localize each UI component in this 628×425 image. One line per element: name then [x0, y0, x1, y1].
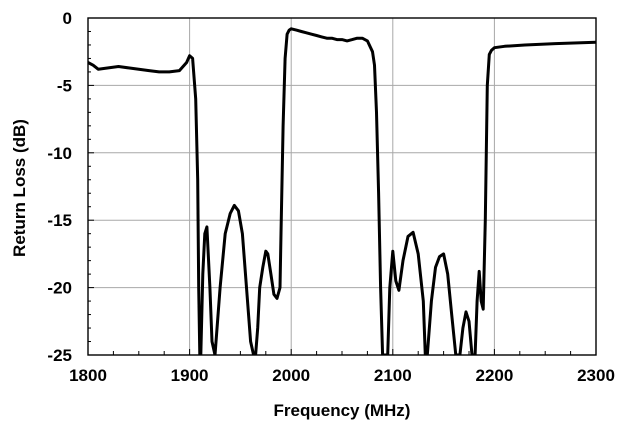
- y-tick-labels: 0 -5 -10 -15 -20 -25: [47, 9, 72, 365]
- y-tick-label: -5: [57, 76, 72, 95]
- x-tick-label: 2300: [577, 366, 615, 385]
- y-tick-label: -10: [47, 144, 72, 163]
- x-tick-label: 2200: [475, 366, 513, 385]
- plot-frame: [87, 17, 597, 356]
- minor-ticks: [87, 17, 597, 356]
- y-tick-label: -15: [47, 211, 72, 230]
- x-axis-title: Frequency (MHz): [274, 401, 411, 420]
- y-tick-label: -20: [47, 279, 72, 298]
- grid: [88, 18, 596, 355]
- x-tick-label: 2000: [272, 366, 310, 385]
- x-tick-labels: 1800 1900 2000 2100 2200 2300: [69, 366, 615, 385]
- y-tick-label: 0: [63, 9, 72, 28]
- y-tick-label: -25: [47, 346, 72, 365]
- plot-border: [87, 17, 597, 356]
- x-tick-label: 2100: [374, 366, 412, 385]
- return-loss-line: [88, 27, 596, 355]
- x-tick-label: 1800: [69, 366, 107, 385]
- y-axis-title: Return Loss (dB): [10, 119, 29, 257]
- series-layer: [88, 27, 596, 355]
- x-tick-label: 1900: [171, 366, 209, 385]
